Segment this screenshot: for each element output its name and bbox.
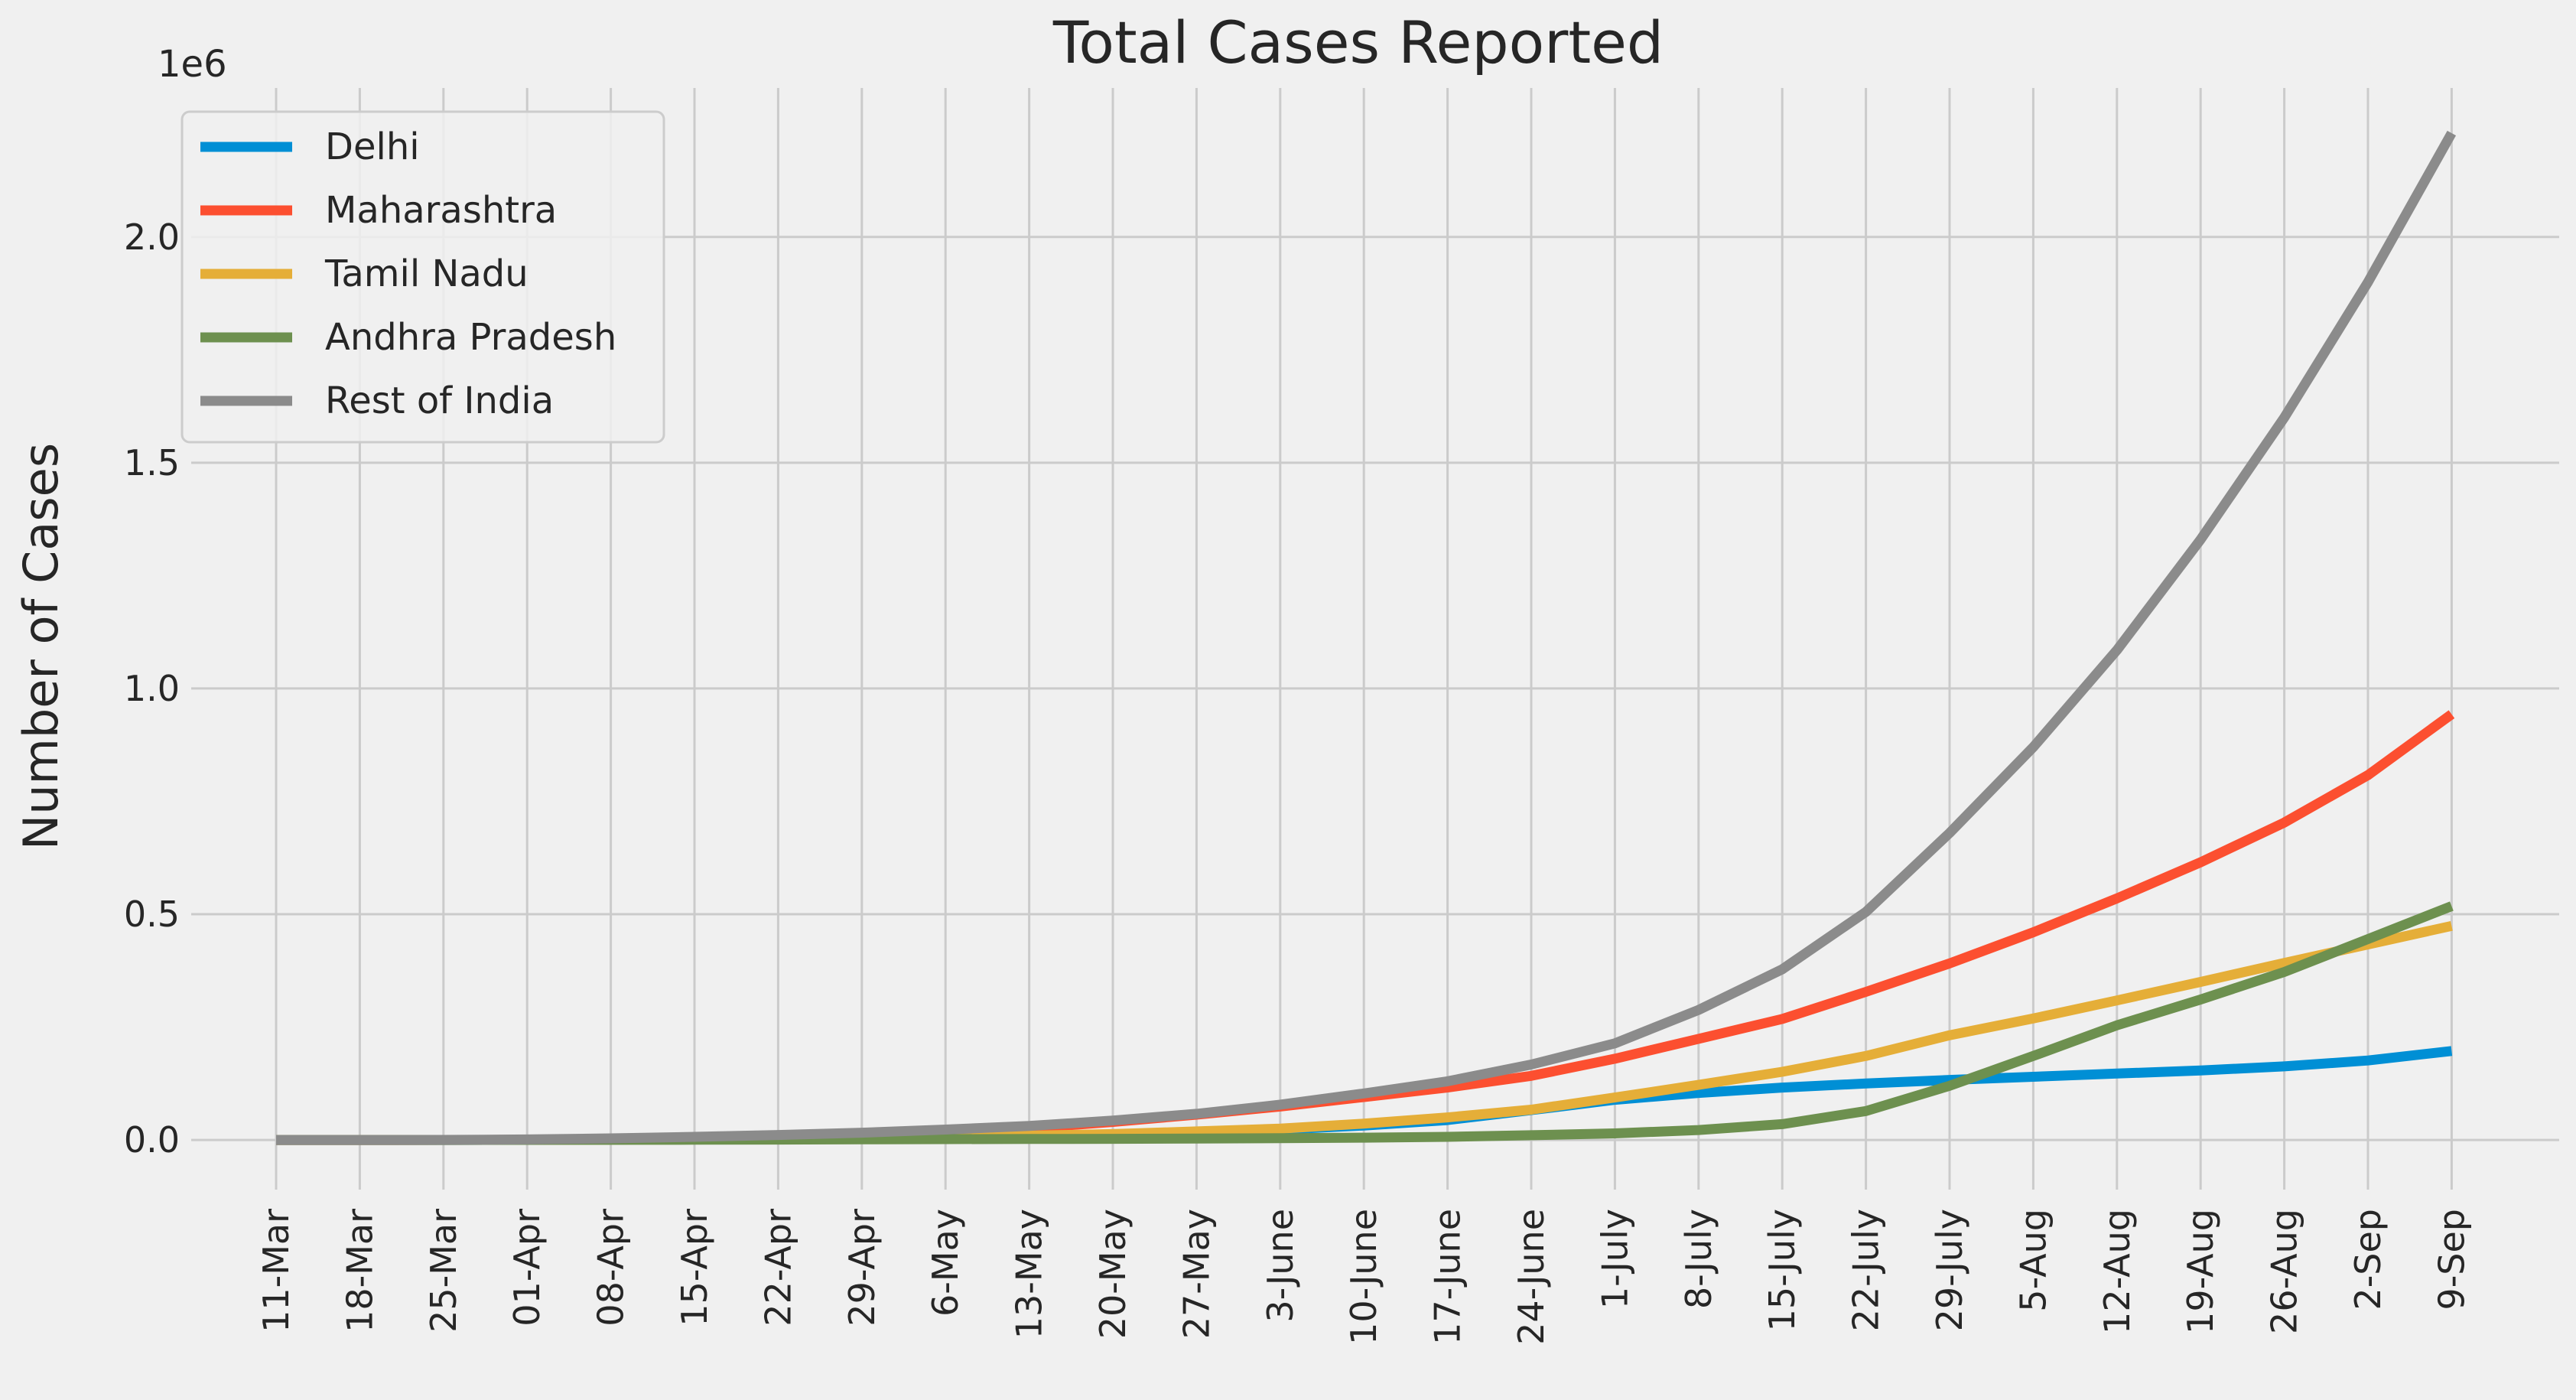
x-tick-label: 9-Sep [2431, 1209, 2472, 1310]
x-tick-label: 25-Mar [423, 1209, 464, 1333]
series-line-rest-of-india [276, 130, 2457, 1145]
x-tick-label: 17-June [1427, 1209, 1469, 1345]
y-axis-label: Number of Cases [13, 443, 69, 850]
x-tick-label: 1-July [1594, 1209, 1635, 1309]
y-tick-labels: 0.0 0.5 1.0 1.5 2.0 [124, 217, 180, 1161]
x-tick-label: 22-July [1846, 1209, 1887, 1331]
x-tick-label: 15-Apr [674, 1209, 715, 1327]
x-tick-label: 5-Aug [2012, 1209, 2054, 1312]
x-tick-label: 29-Apr [841, 1209, 883, 1327]
legend-label-maharashtra: Maharashtra [325, 189, 557, 232]
y-tick-label: 1.0 [124, 668, 180, 709]
x-tick-label: 20-May [1092, 1209, 1134, 1339]
x-tick-label: 6-May [925, 1209, 966, 1317]
x-tick-label: 24-June [1511, 1209, 1552, 1345]
y-tick-label: 2.0 [124, 217, 180, 258]
legend-box [181, 110, 665, 444]
x-tick-label: 3-June [1260, 1209, 1301, 1323]
legend-label-rest-of-india: Rest of India [325, 379, 554, 422]
series-lines [276, 130, 2457, 1145]
x-tick-label: 11-Mar [255, 1209, 297, 1333]
legend: Delhi Maharashtra Tamil Nadu Andhra Pradesh… [181, 110, 665, 444]
x-tick-label: 13-May [1009, 1209, 1050, 1339]
x-tick-label: 8-July [1678, 1209, 1719, 1309]
y-offset-label: 1e6 [158, 43, 227, 86]
x-tick-label: 19-Aug [2180, 1209, 2221, 1334]
legend-label-andhra-pradesh: Andhra Pradesh [325, 316, 616, 359]
x-tick-label: 10-June [1343, 1209, 1384, 1345]
x-tick-label: 08-Apr [590, 1209, 632, 1327]
y-tick-label: 0.0 [124, 1119, 180, 1161]
x-tick-label: 2-Sep [2347, 1209, 2389, 1310]
x-tick-label: 26-Aug [2264, 1209, 2305, 1334]
x-tick-label: 27-May [1176, 1209, 1217, 1339]
x-tick-label: 01-Apr [506, 1209, 548, 1327]
y-tick-label: 1.5 [124, 442, 180, 483]
legend-label-delhi: Delhi [325, 125, 420, 168]
x-tick-label: 12-Aug [2096, 1209, 2138, 1334]
x-tick-label: 29-July [1929, 1209, 1970, 1331]
y-tick-label: 0.5 [124, 894, 180, 935]
x-tick-label: 15-July [1761, 1209, 1803, 1331]
x-tick-label: 22-Apr [757, 1209, 798, 1327]
legend-label-tamil-nadu: Tamil Nadu [324, 252, 529, 295]
chart-title: Total Cases Reported [1052, 8, 1664, 77]
x-tick-label: 18-Mar [339, 1209, 380, 1333]
x-tick-labels: 11-Mar 18-Mar 25-Mar 01-Apr 08-Apr 15-Apr 22-A… [255, 1209, 2472, 1345]
